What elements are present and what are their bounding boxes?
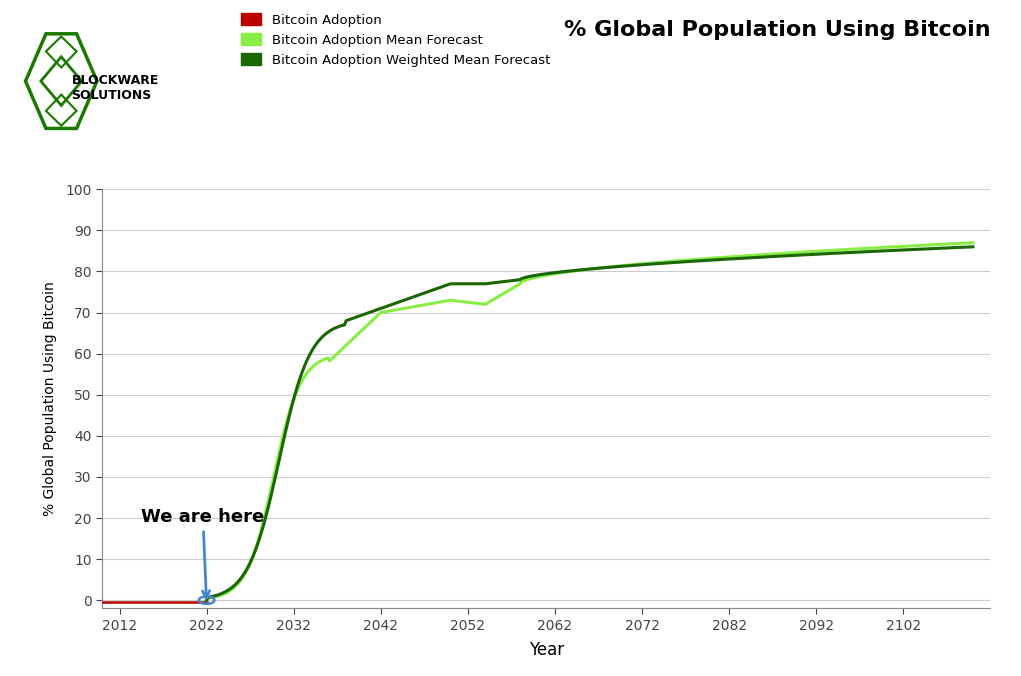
Legend: Bitcoin Adoption, Bitcoin Adoption Mean Forecast, Bitcoin Adoption Weighted Mean: Bitcoin Adoption, Bitcoin Adoption Mean …: [241, 14, 550, 67]
Text: We are here: We are here: [141, 508, 264, 598]
Text: % Global Population Using Bitcoin: % Global Population Using Bitcoin: [564, 20, 990, 41]
Text: BLOCKWARE
SOLUTIONS: BLOCKWARE SOLUTIONS: [71, 74, 159, 102]
Y-axis label: % Global Population Using Bitcoin: % Global Population Using Bitcoin: [43, 281, 57, 516]
X-axis label: Year: Year: [529, 641, 564, 659]
